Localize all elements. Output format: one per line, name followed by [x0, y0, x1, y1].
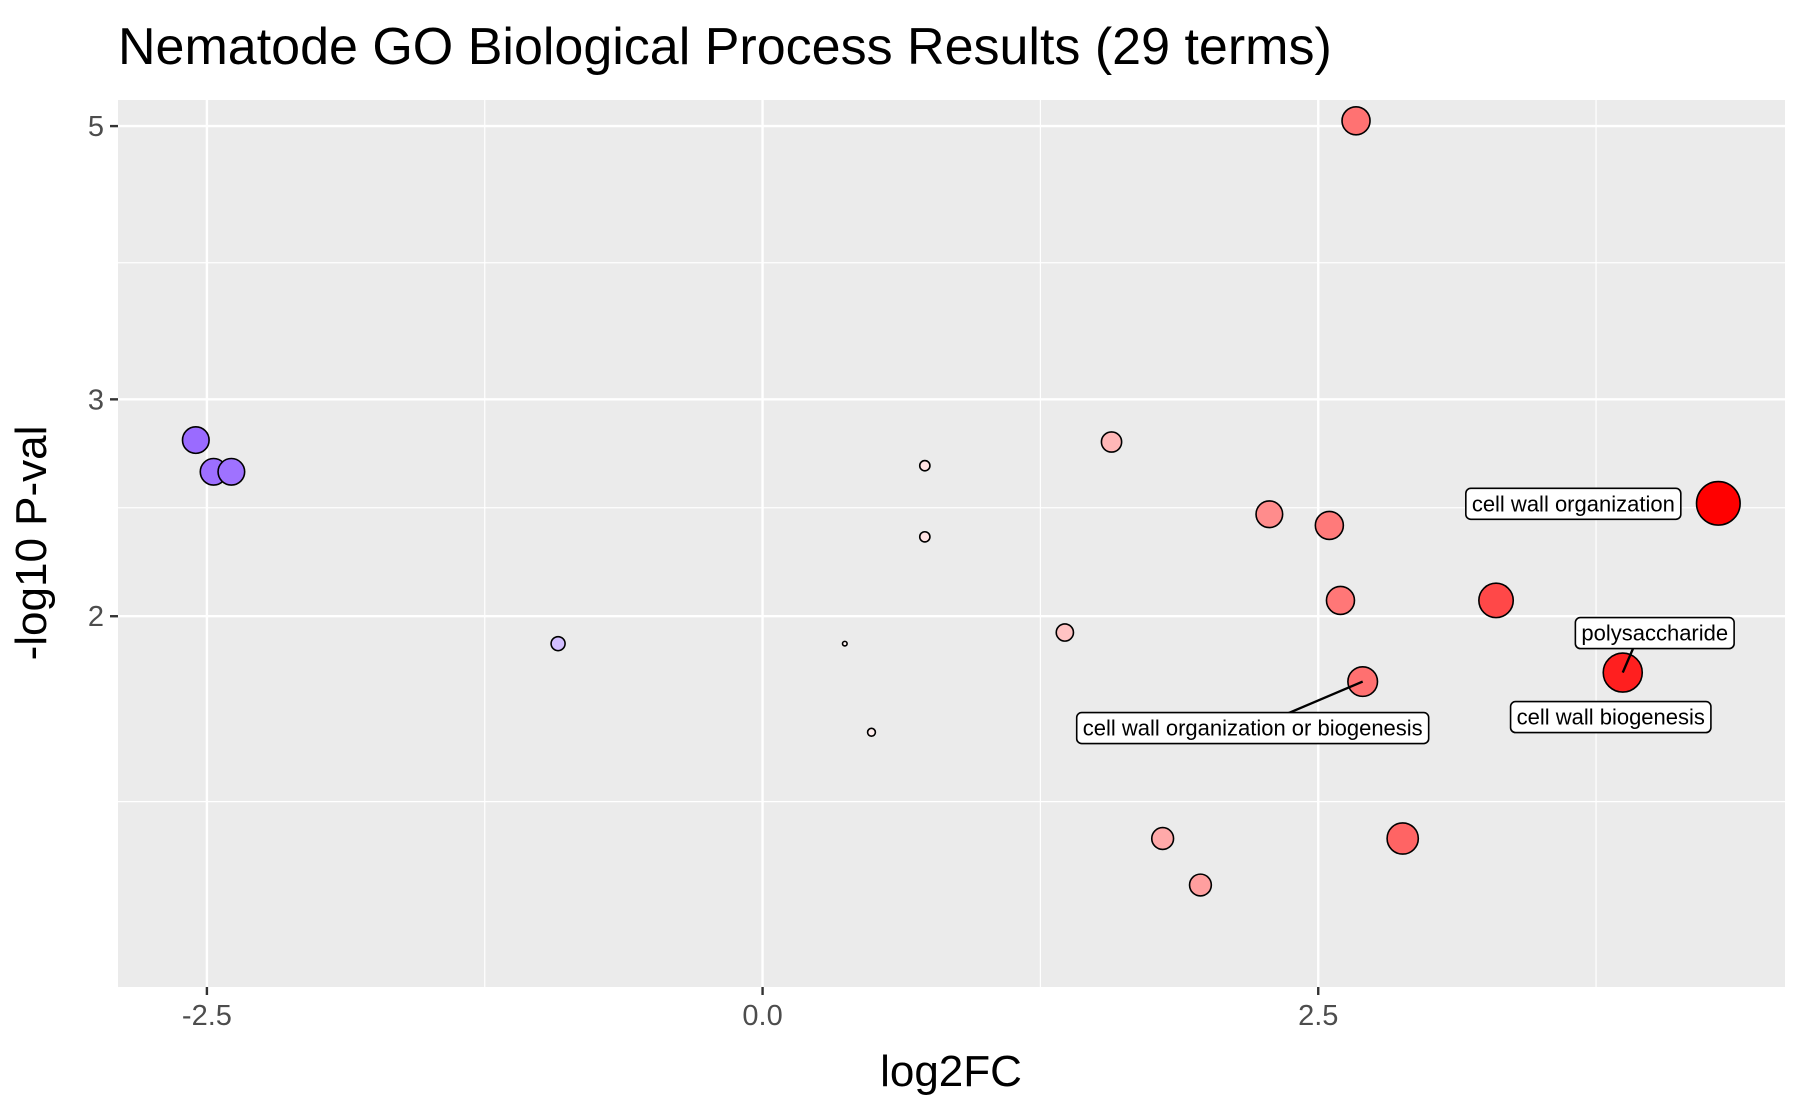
data-point — [1255, 500, 1284, 529]
annotation-box — [1465, 487, 1682, 521]
chart-title: Nematode GO Biological Process Results (… — [118, 18, 1332, 76]
annotation-label: cell wall biogenesis — [1509, 700, 1712, 734]
annotation-label: polysaccharide — [1574, 616, 1735, 674]
data-point — [1055, 623, 1075, 642]
data-point — [1386, 822, 1420, 855]
y-axis-title: -log10 P-val — [7, 426, 56, 661]
x-tick-label: -2.5 — [182, 1000, 232, 1032]
data-point — [1325, 585, 1356, 616]
annotation-label: cell wall organization — [1465, 487, 1682, 521]
data-point — [841, 640, 848, 647]
y-tick-label: 3 — [88, 384, 104, 416]
data-point — [1695, 480, 1741, 526]
data-point — [181, 425, 210, 455]
data-point — [217, 457, 246, 486]
annotation-label: cell wall organization or biogenesis — [1075, 680, 1430, 745]
data-point — [1150, 826, 1175, 851]
data-point — [918, 530, 931, 543]
data-point — [1341, 105, 1371, 136]
axis-ticks: -2.5 0.0 2.5 2 3 5 — [88, 111, 1339, 1032]
data-points — [181, 105, 1741, 897]
y-tick-label: 2 — [88, 601, 104, 633]
annotation-text: cell wall organization or biogenesis — [1083, 716, 1423, 741]
data-point — [1100, 431, 1123, 453]
annotation-box — [1075, 711, 1430, 745]
y-tick-label: 5 — [88, 111, 104, 143]
annotation-leader — [1282, 680, 1364, 717]
annotation-text: cell wall organization — [1472, 491, 1675, 516]
data-point — [918, 459, 931, 472]
annotation-box — [1509, 700, 1712, 734]
annotation-text: polysaccharide — [1581, 621, 1728, 646]
data-point — [866, 727, 877, 737]
data-point — [1314, 510, 1345, 541]
gridlines — [118, 100, 1785, 987]
x-tick-label: 0.0 — [742, 1000, 782, 1032]
annotation-box — [1574, 616, 1735, 650]
data-point — [1188, 873, 1213, 897]
plot-panel — [118, 100, 1785, 987]
annotations: cell wall organization polysaccharide cell… — [1075, 487, 1735, 745]
x-axis-title: log2FC — [880, 1047, 1022, 1096]
x-tick-label: 2.5 — [1298, 1000, 1338, 1032]
annotation-text: cell wall biogenesis — [1517, 705, 1705, 730]
data-point — [550, 635, 566, 652]
data-point — [1478, 582, 1515, 619]
